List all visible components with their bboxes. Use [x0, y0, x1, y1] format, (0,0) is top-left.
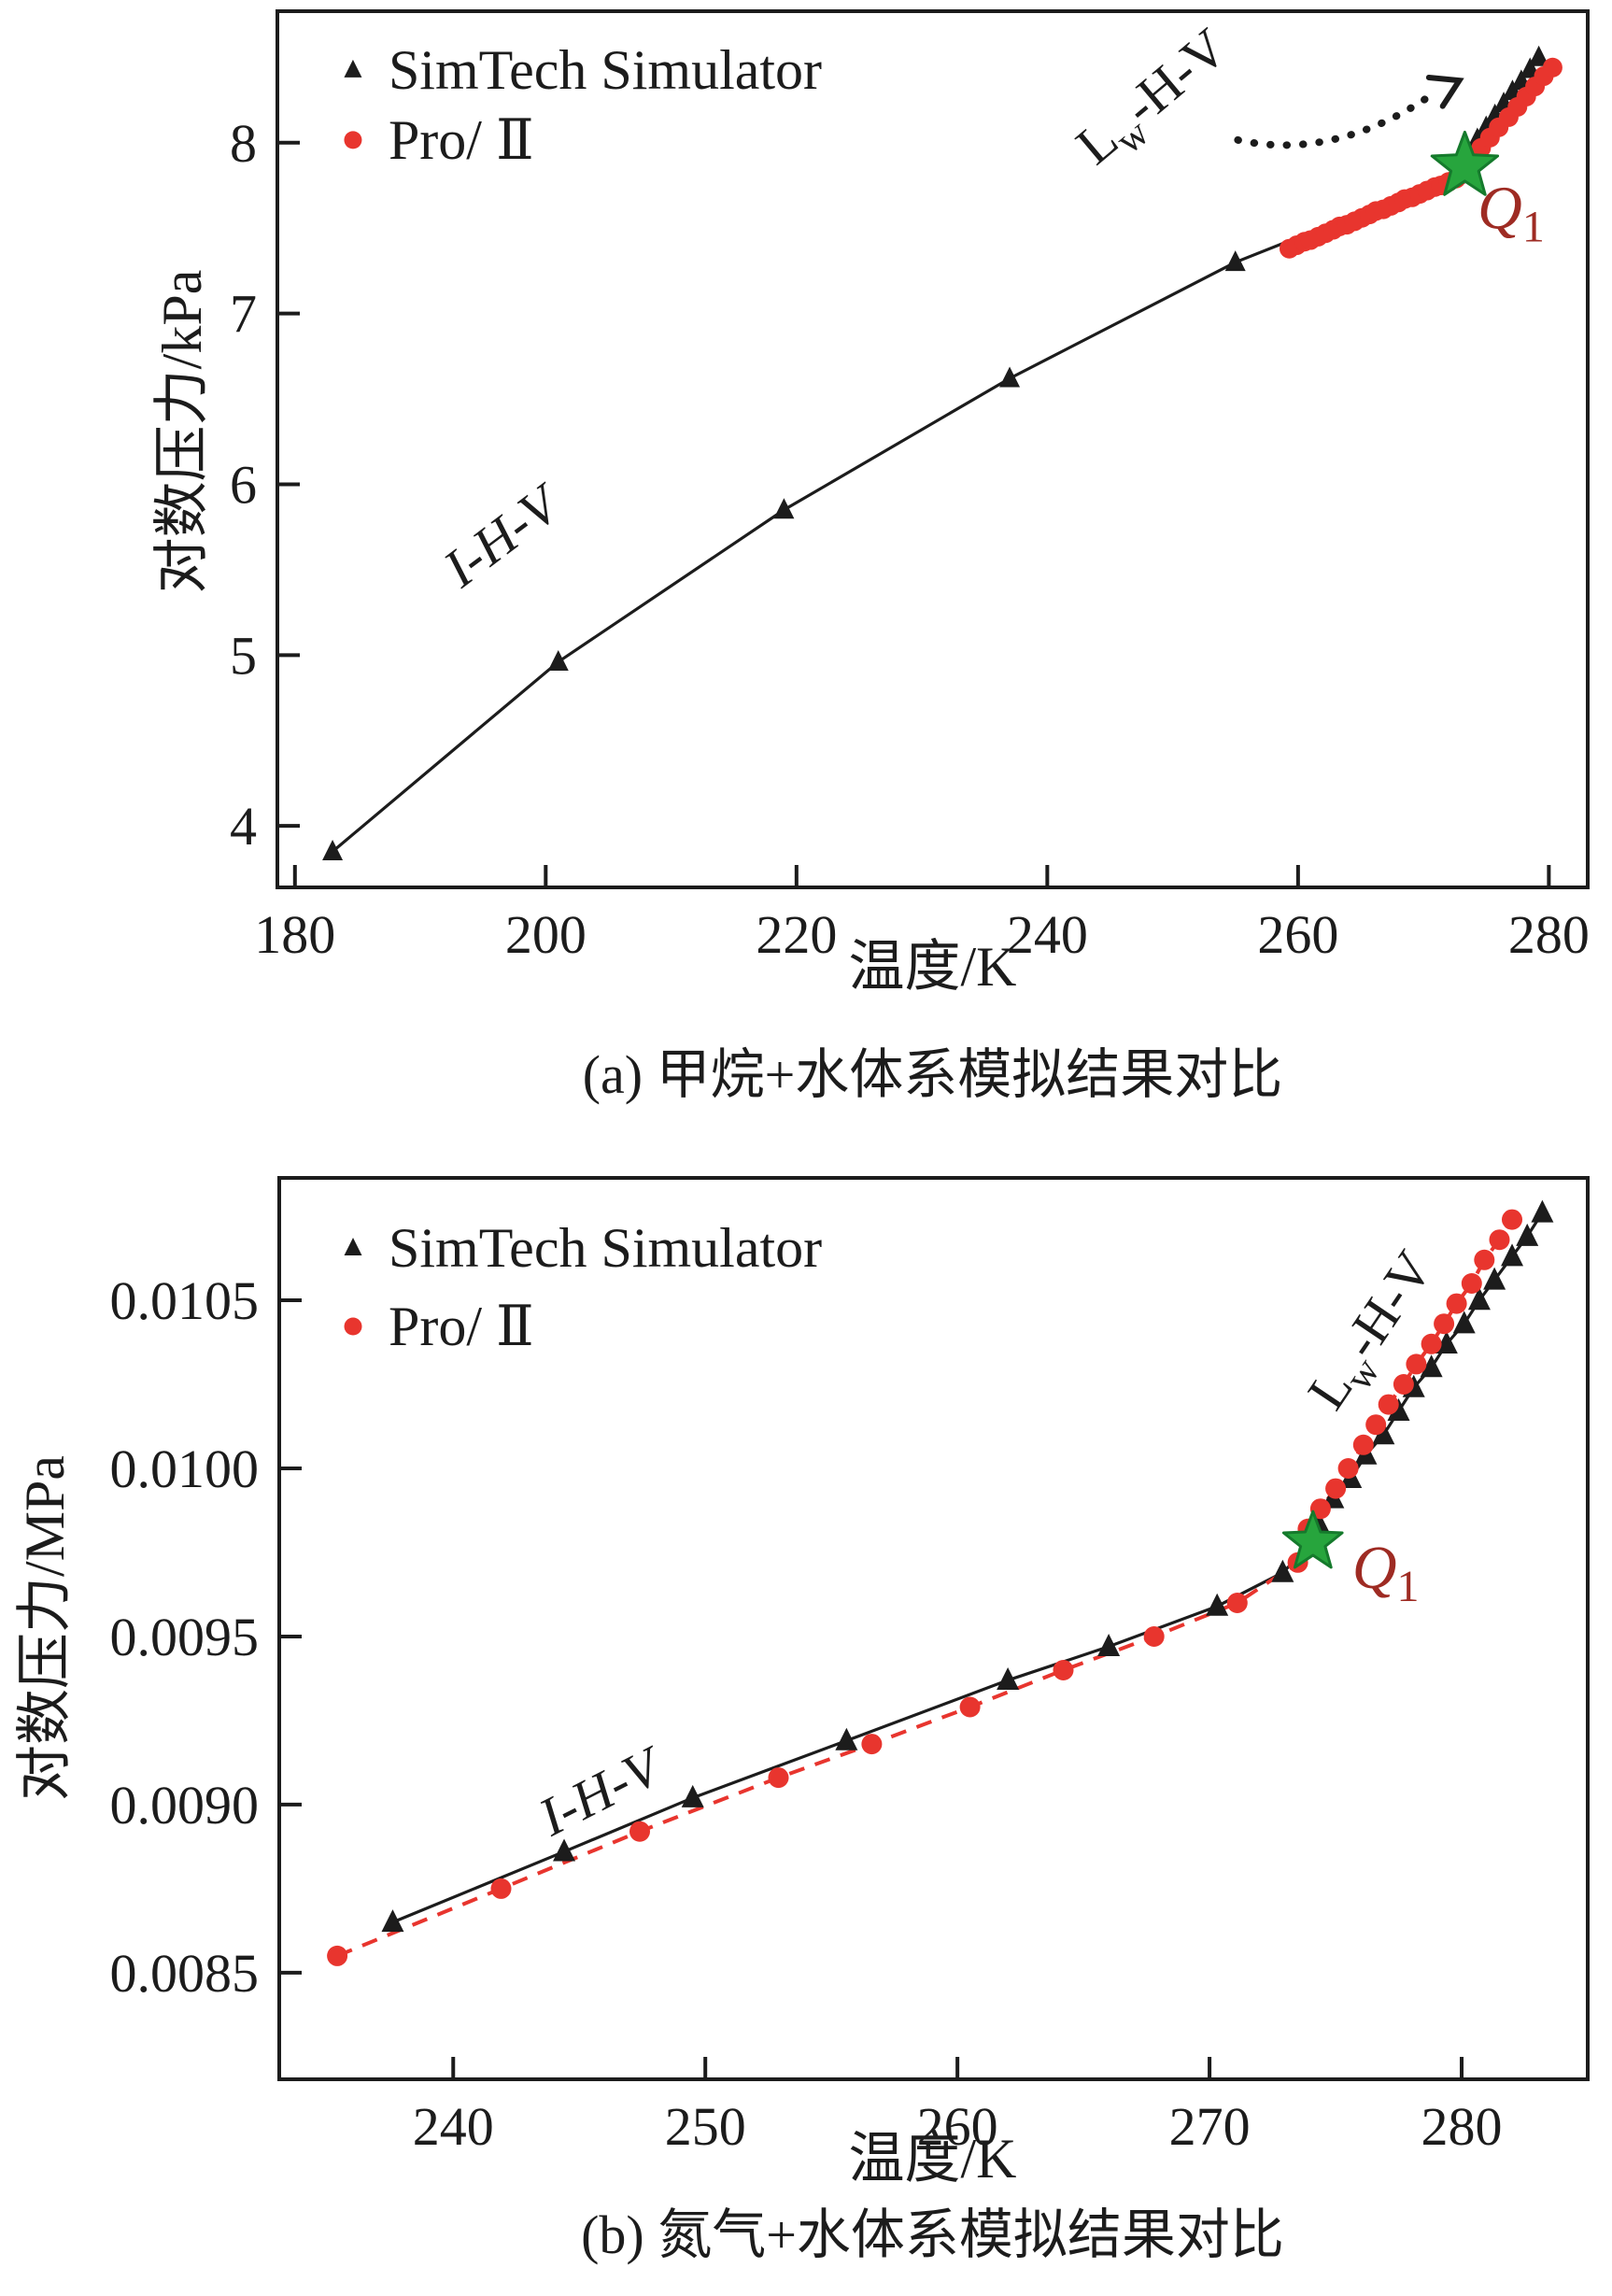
- triangle-marker-b: [1501, 1243, 1524, 1267]
- triangle-marker-b: [381, 1909, 404, 1933]
- region-label-lwhv-a: Lw-H-V: [1065, 17, 1245, 184]
- triangle-marker-b: [1435, 1331, 1458, 1354]
- x-tick-label-b: 240: [413, 2096, 494, 2157]
- triangle-marker-b: [1483, 1267, 1506, 1290]
- y-tick-label-b: 0.0105: [110, 1270, 260, 1331]
- triangle-marker-a: [773, 498, 795, 519]
- triangle-marker-b: [1452, 1311, 1476, 1334]
- x-tick-label-b: 260: [917, 2096, 998, 2157]
- pro2-point-b: [1365, 1414, 1387, 1436]
- triangle-marker-b: [835, 1727, 858, 1750]
- pro2-point-b: [629, 1821, 650, 1842]
- q1-label-b: Q1: [1352, 1534, 1420, 1611]
- pro2-point-b: [1053, 1660, 1074, 1680]
- y-tick-label-b: 0.0085: [110, 1943, 260, 2004]
- pro2-point-b: [959, 1696, 981, 1718]
- triangle-marker-b: [1372, 1422, 1395, 1445]
- pro2-point-b: [1461, 1273, 1482, 1294]
- pro2-point-b: [490, 1878, 512, 1899]
- legend-triangle-icon-b: [344, 1238, 362, 1256]
- legend-circle-icon-b: [344, 1317, 362, 1336]
- x-tick-label-a: 260: [1257, 904, 1338, 965]
- legend-label-pro2-a: Pro/ Ⅱ: [389, 109, 534, 171]
- pro2-point-b: [1309, 1498, 1331, 1520]
- triangle-marker-b: [1206, 1593, 1229, 1616]
- triangle-marker-b: [1271, 1559, 1294, 1582]
- x-tick-label-a: 240: [1007, 904, 1088, 965]
- pro2-point-b: [1143, 1626, 1165, 1647]
- triangle-marker-b: [1467, 1287, 1491, 1311]
- pro2-point-b: [1337, 1458, 1359, 1479]
- x-tick-label-b: 280: [1421, 2096, 1503, 2157]
- pro2-point-b: [1325, 1478, 1347, 1499]
- triangle-marker-a: [322, 839, 344, 860]
- triangle-marker-b: [1097, 1633, 1121, 1656]
- triangle-marker-a: [1224, 250, 1246, 272]
- x-axis-label-b: 温度/K: [848, 2128, 1017, 2190]
- x-tick-label-b: 250: [665, 2096, 746, 2157]
- legend-triangle-icon-a: [344, 59, 362, 78]
- legend-circle-icon-a: [344, 131, 362, 149]
- pro2-point-b: [1434, 1313, 1455, 1335]
- triangle-marker-b: [1531, 1199, 1554, 1223]
- triangle-marker-b: [997, 1666, 1020, 1690]
- x-tick-label-a: 220: [756, 904, 837, 965]
- y-tick-label-b: 0.0095: [110, 1607, 260, 1667]
- y-tick-label-a: 5: [230, 625, 257, 686]
- quadruple-point-star-b: [1281, 1509, 1344, 1569]
- legend-label-simtech-a: SimTech Simulator: [389, 39, 822, 101]
- y-tick-label-b: 0.0090: [110, 1775, 260, 1835]
- pro2-point-b: [1489, 1229, 1510, 1251]
- plot-frame-b: [277, 1176, 1590, 2081]
- legend-label-pro2-b: Pro/ Ⅱ: [389, 1296, 534, 1357]
- x-tick-label-a: 180: [254, 904, 335, 965]
- q1-label-a: Q1: [1478, 175, 1545, 252]
- triangle-marker-b: [1516, 1223, 1539, 1246]
- triangle-marker-a: [999, 366, 1021, 388]
- x-tick-label-a: 280: [1508, 904, 1590, 965]
- triangle-marker-b: [1420, 1354, 1443, 1378]
- pro2-point-b: [327, 1945, 348, 1966]
- pro2-point-b: [1474, 1249, 1495, 1270]
- pro2-point-b: [768, 1767, 789, 1789]
- region-label-lwhv-b: Lw-H-V: [1295, 1240, 1452, 1426]
- arrowhead-a: [1425, 74, 1464, 109]
- pro2-point-b: [1406, 1354, 1427, 1375]
- dotted-arrow-a: [1234, 88, 1440, 149]
- pro2-point-b: [1226, 1593, 1248, 1613]
- quadruple-point-star-a: [1430, 130, 1500, 196]
- y-tick-label-a: 4: [230, 796, 257, 857]
- triangle-marker-b: [681, 1784, 704, 1807]
- y-tick-label-a: 6: [230, 454, 257, 515]
- region-label-ihv-b: I-H-V: [529, 1734, 675, 1849]
- legend-label-simtech-b: SimTech Simulator: [389, 1217, 822, 1279]
- x-tick-label-a: 200: [505, 904, 587, 965]
- triangle-marker-a: [547, 649, 569, 671]
- pro2-point-a: [1542, 57, 1563, 78]
- pro2-point-b: [1502, 1209, 1522, 1230]
- pro2-point-b: [1378, 1394, 1399, 1415]
- caption-a: (a) 甲烷+水体系模拟结果对比: [582, 1044, 1283, 1105]
- plot-frame-a: [276, 9, 1590, 889]
- y-tick-label-b: 0.0100: [110, 1439, 260, 1499]
- y-tick-label-a: 7: [230, 284, 257, 345]
- series-line-simtech-a: [332, 56, 1540, 853]
- y-tick-label-a: 8: [230, 113, 257, 174]
- pro2-point-b: [1352, 1434, 1374, 1455]
- pro2-point-b: [1393, 1374, 1414, 1395]
- caption-b: (b) 氮气+水体系模拟结果对比: [581, 2204, 1284, 2265]
- x-axis-label-a: 温度/K: [848, 936, 1017, 998]
- region-label-ihv-a: I-H-V: [431, 471, 574, 600]
- pro2-point-b: [1446, 1293, 1467, 1314]
- triangle-marker-a: [1528, 45, 1549, 66]
- pro2-point-b: [861, 1734, 883, 1755]
- triangle-marker-b: [1387, 1397, 1410, 1421]
- y-axis-label-b: 对数压力/MPa: [14, 1454, 76, 1802]
- pro2-point-b: [1421, 1333, 1442, 1354]
- y-axis-label-a: 对数压力/kPa: [151, 269, 213, 594]
- x-tick-label-b: 270: [1169, 2096, 1251, 2157]
- triangle-marker-b: [553, 1838, 576, 1862]
